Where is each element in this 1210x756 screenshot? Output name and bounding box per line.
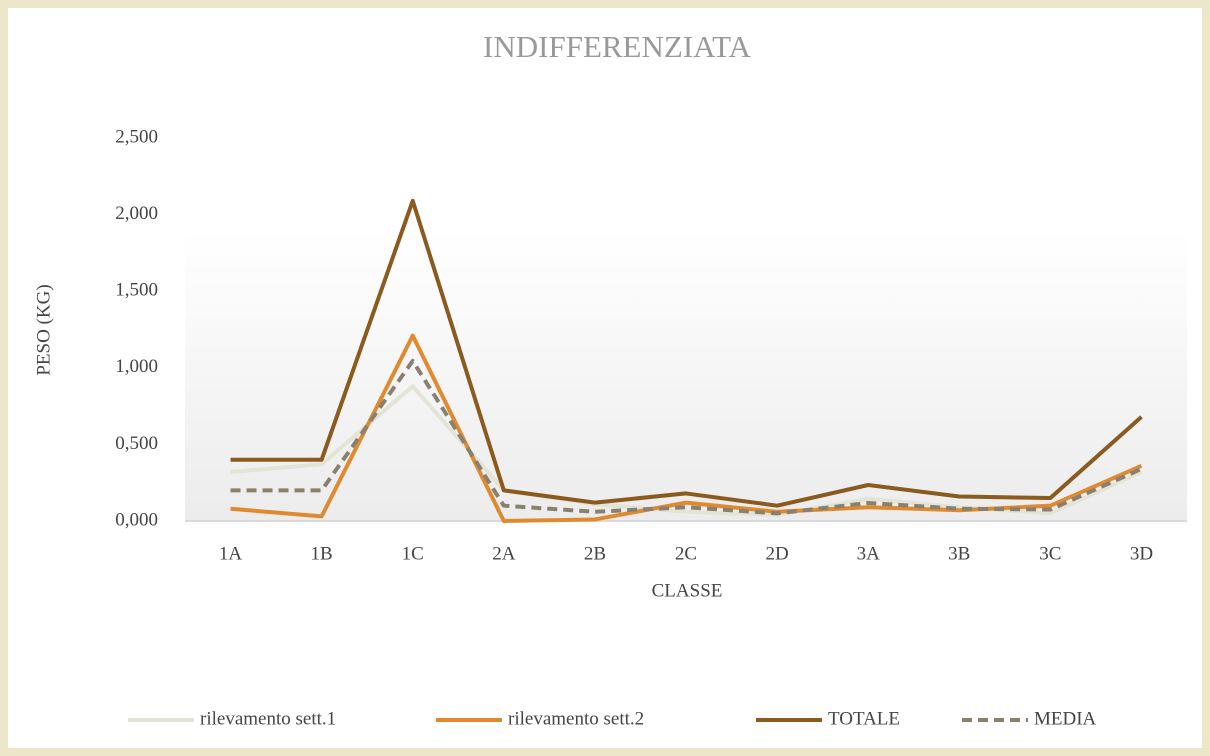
chart-title: INDIFFERENZIATA (483, 29, 752, 64)
x-tick-label: 1C (402, 543, 424, 564)
line-series (230, 358, 1143, 516)
y-tick-label: 1,000 (115, 356, 158, 377)
x-tick-label: 2C (675, 543, 697, 564)
x-tick-label: 3C (1039, 543, 1061, 564)
x-tick-label: 3A (857, 543, 881, 564)
y-tick-label: 0,000 (115, 509, 158, 530)
plot-background (185, 230, 1187, 521)
x-tick-label: 3B (948, 543, 970, 564)
y-axis-label: PESO (KG) (33, 284, 54, 375)
y-tick-label: 1,500 (115, 280, 158, 301)
x-tick-label: 2D (765, 543, 788, 564)
y-tick-label: 0,500 (115, 433, 158, 454)
line-series (230, 198, 1143, 508)
legend-label: rilevamento sett.2 (508, 708, 644, 729)
x-tick-label: 1A (219, 543, 243, 564)
legend-label: rilevamento sett.1 (200, 708, 336, 729)
y-tick-label: 2,000 (115, 203, 158, 224)
x-tick-label: 3D (1130, 543, 1153, 564)
legend-label: MEDIA (1034, 708, 1097, 729)
legend-label: TOTALE (828, 708, 900, 729)
x-tick-label: 2B (584, 543, 606, 564)
y-tick-label: 2,500 (115, 126, 158, 147)
x-tick-label: 1B (311, 543, 333, 564)
x-axis-label: CLASSE (652, 580, 723, 601)
line-series (230, 333, 1143, 523)
x-tick-label: 2A (492, 543, 516, 564)
